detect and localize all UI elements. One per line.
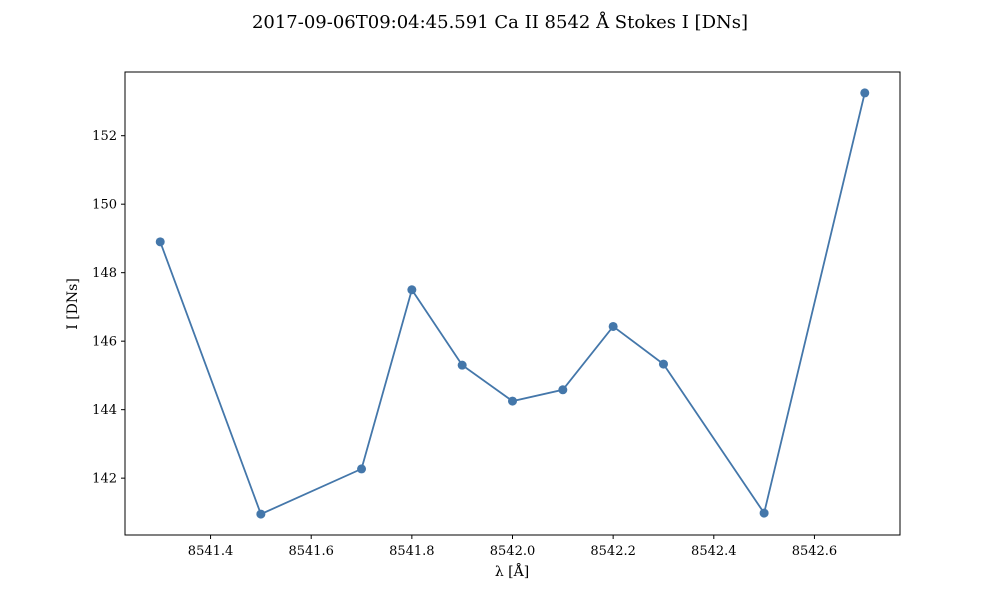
y-tick-label: 142: [92, 472, 117, 487]
chart-title: 2017-09-06T09:04:45.591 Ca II 8542 Å Sto…: [252, 11, 748, 33]
x-tick-label: 8542.2: [590, 544, 636, 559]
x-axis-label: λ [Å]: [495, 562, 529, 580]
plot-area-frame: [124, 71, 901, 536]
data-point: [407, 285, 417, 295]
y-axis-ticks: 142 144 146 148 150 152: [92, 129, 125, 487]
series-points: [155, 88, 870, 519]
x-axis-ticks: 8541.4 8541.6 8541.8 8542.0 8542.2 8542.4 8542…: [188, 535, 837, 559]
data-point: [155, 237, 165, 247]
data-point: [357, 464, 367, 474]
y-tick-label: 152: [92, 129, 117, 144]
data-point: [457, 360, 467, 370]
x-tick-label: 8542.4: [691, 544, 737, 559]
data-point: [558, 385, 568, 395]
y-tick-label: 148: [92, 266, 117, 281]
data-point: [508, 396, 517, 406]
x-tick-label: 8541.6: [288, 544, 334, 559]
y-axis-label: I [DNs]: [65, 278, 81, 330]
data-point: [256, 509, 266, 519]
data-point: [759, 508, 769, 518]
x-tick-label: 8542.0: [490, 544, 536, 559]
x-tick-label: 8541.4: [188, 544, 234, 559]
y-tick-label: 144: [92, 403, 117, 418]
data-point: [860, 88, 870, 98]
x-tick-label: 8542.6: [792, 544, 838, 559]
y-tick-label: 146: [92, 335, 117, 350]
data-point: [608, 321, 618, 331]
data-point: [658, 359, 668, 369]
series-line: [159, 92, 866, 516]
x-tick-label: 8541.8: [389, 544, 435, 559]
y-tick-label: 150: [92, 198, 117, 213]
